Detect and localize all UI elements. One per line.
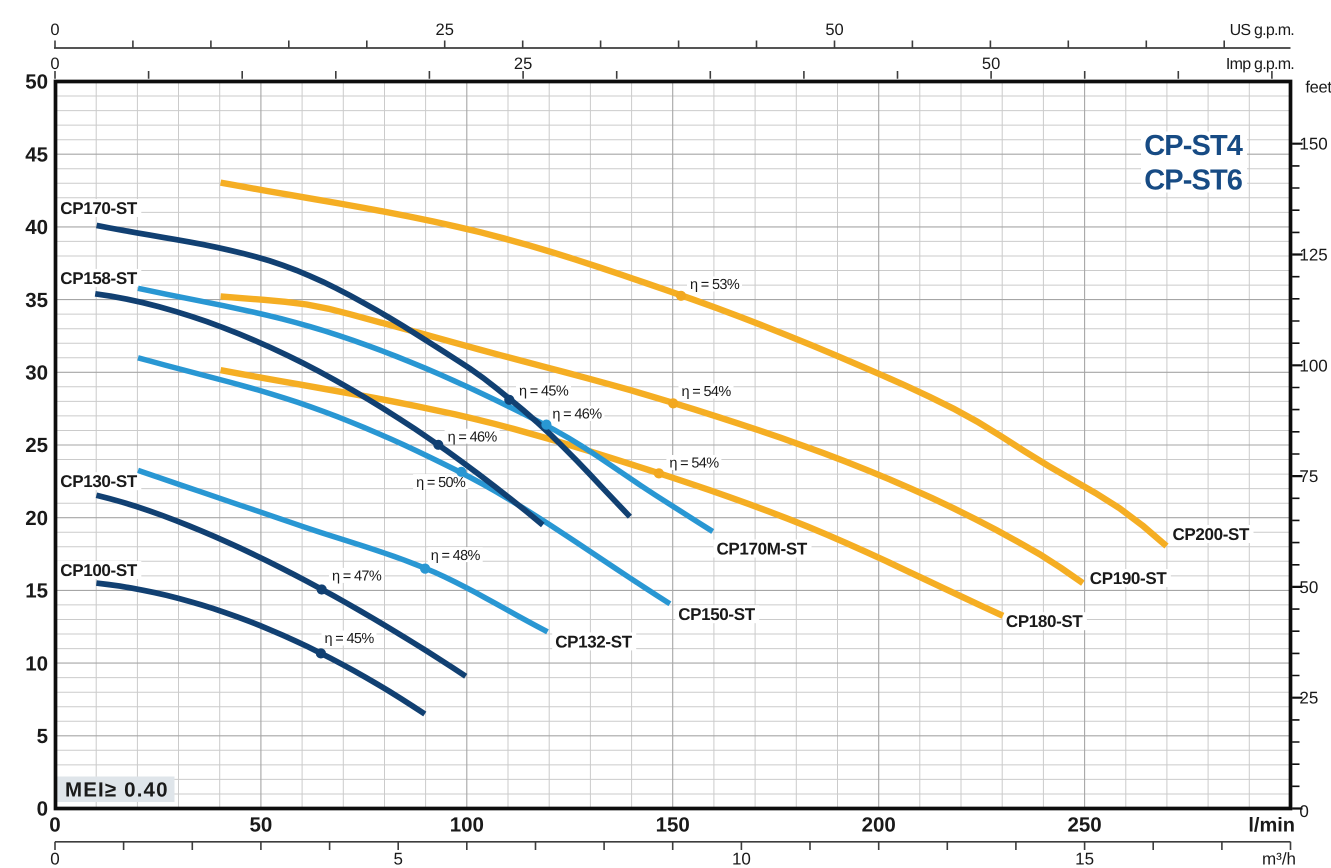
svg-text:10: 10 <box>25 652 48 675</box>
svg-text:100: 100 <box>450 814 484 837</box>
svg-text:10: 10 <box>732 850 751 868</box>
svg-text:0: 0 <box>49 814 60 837</box>
svg-text:η = 45%: η = 45% <box>519 384 569 400</box>
svg-text:0: 0 <box>50 850 59 868</box>
svg-text:50: 50 <box>1299 578 1318 597</box>
svg-text:50: 50 <box>825 21 843 39</box>
svg-text:m³/h: m³/h <box>1262 850 1296 868</box>
svg-text:0: 0 <box>1299 802 1308 821</box>
svg-text:η = 53%: η = 53% <box>690 277 740 293</box>
svg-text:η = 46%: η = 46% <box>448 429 498 445</box>
svg-text:η = 45%: η = 45% <box>325 631 375 647</box>
svg-text:0: 0 <box>50 21 59 39</box>
svg-text:15: 15 <box>25 580 48 603</box>
svg-text:50: 50 <box>982 55 1000 73</box>
svg-text:CP132-ST: CP132-ST <box>555 632 633 651</box>
svg-text:CP180-ST: CP180-ST <box>1006 612 1084 631</box>
svg-text:25: 25 <box>436 21 454 39</box>
svg-text:CP190-ST: CP190-ST <box>1090 569 1168 588</box>
svg-text:η = 54%: η = 54% <box>669 456 719 472</box>
svg-text:Imp g.p.m.: Imp g.p.m. <box>1226 56 1294 73</box>
svg-text:η = 50%: η = 50% <box>416 475 466 491</box>
svg-text:25: 25 <box>1299 689 1318 708</box>
svg-text:η = 48%: η = 48% <box>431 548 481 564</box>
svg-text:5: 5 <box>393 850 402 868</box>
svg-text:CP150-ST: CP150-ST <box>678 605 756 624</box>
svg-text:CP-ST4: CP-ST4 <box>1144 130 1243 162</box>
svg-text:75: 75 <box>1299 467 1318 486</box>
svg-text:50: 50 <box>249 814 272 837</box>
svg-text:250: 250 <box>1067 814 1101 837</box>
svg-text:0: 0 <box>37 798 48 821</box>
svg-text:25: 25 <box>25 434 48 457</box>
svg-text:CP100-ST: CP100-ST <box>60 561 138 580</box>
svg-text:0: 0 <box>50 55 59 73</box>
svg-text:US g.p.m.: US g.p.m. <box>1230 22 1294 39</box>
svg-text:CP130-ST: CP130-ST <box>60 472 138 491</box>
svg-text:35: 35 <box>25 289 48 312</box>
svg-text:45: 45 <box>25 143 48 166</box>
svg-text:feet: feet <box>1305 79 1331 97</box>
svg-text:CP170M-ST: CP170M-ST <box>717 539 808 558</box>
svg-text:30: 30 <box>25 362 48 385</box>
svg-text:200: 200 <box>862 814 896 837</box>
svg-text:25: 25 <box>514 55 532 73</box>
svg-text:125: 125 <box>1299 246 1327 265</box>
svg-text:15: 15 <box>1075 850 1094 868</box>
svg-text:CP158-ST: CP158-ST <box>60 269 138 288</box>
svg-text:CP-ST6: CP-ST6 <box>1144 165 1243 197</box>
svg-text:150: 150 <box>656 814 690 837</box>
svg-text:η = 46%: η = 46% <box>552 407 602 423</box>
svg-text:η = 54%: η = 54% <box>682 384 732 400</box>
svg-text:MEI≥ 0.40: MEI≥ 0.40 <box>65 779 169 802</box>
svg-text:l/min: l/min <box>1248 815 1295 837</box>
svg-text:5: 5 <box>37 725 48 748</box>
svg-text:η = 47%: η = 47% <box>332 569 382 585</box>
svg-text:CP200-ST: CP200-ST <box>1173 525 1251 544</box>
svg-text:50: 50 <box>25 71 48 94</box>
svg-text:40: 40 <box>25 216 48 239</box>
svg-text:150: 150 <box>1299 135 1327 154</box>
svg-text:CP170-ST: CP170-ST <box>60 199 138 218</box>
svg-text:100: 100 <box>1299 356 1327 375</box>
svg-text:20: 20 <box>25 507 48 530</box>
